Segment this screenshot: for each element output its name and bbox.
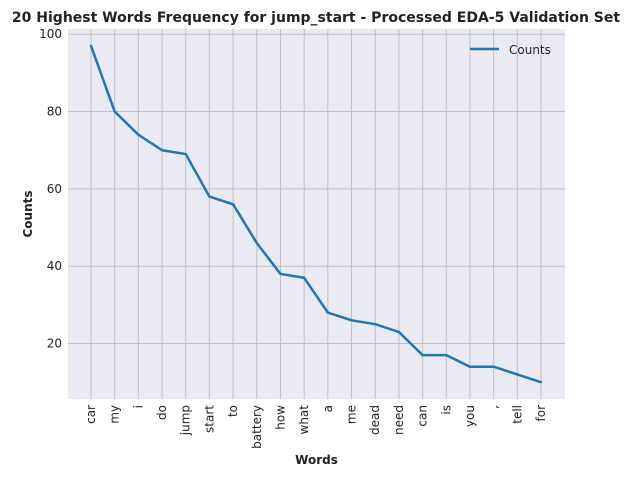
y-tick-label: 20 [47,337,62,351]
x-tick-label: what [297,405,311,435]
data-point [302,276,306,279]
y-tick-label: 100 [39,27,62,41]
data-point [539,380,543,384]
y-tick-label: 80 [47,105,62,119]
series-line-counts [89,45,542,384]
data-point [397,330,401,334]
data-point [137,133,140,136]
x-tick-label: do [155,405,169,420]
data-point [421,353,424,357]
x-tick-label: my [108,405,122,424]
series-group [89,44,543,384]
x-axis-label: Words [295,453,338,467]
chart-title: 20 Highest Words Frequency for jump_star… [12,10,620,26]
x-tick-label: how [273,405,287,430]
x-tick-label: you [463,405,477,427]
data-point [113,110,116,113]
y-axis-label: Counts [21,190,35,237]
x-tick-label: need [392,405,406,435]
data-point [445,353,448,357]
x-tick-label: can [416,405,430,427]
x-tick-label: jump [179,405,193,436]
data-point [492,365,495,368]
x-tick-label: tell [510,405,524,424]
grid-lines [68,29,565,399]
legend: Counts [470,43,551,57]
y-tick-label: 60 [47,182,62,196]
legend-label-counts: Counts [509,43,551,57]
x-tick-label: for [534,405,548,422]
data-point [279,272,282,276]
y-tick-label: 40 [47,259,62,273]
x-tick-label: me [345,405,359,424]
x-tick-label: to [226,405,240,417]
plot-area [68,29,565,399]
x-tick-label: dead [368,405,382,435]
data-point [231,203,235,206]
y-axis-ticks: 20 40 60 80 100 [39,27,62,350]
x-tick-label: a [321,405,335,412]
x-tick-label: , [487,405,501,409]
data-point [255,241,258,245]
x-axis-ticks: car my i do jump start to battery how what a me dead… [84,405,548,449]
data-point [89,44,93,48]
data-point [350,319,353,322]
x-tick-label: is [439,405,453,415]
x-tick-label: start [202,405,216,433]
data-point [326,311,330,314]
data-point [468,365,472,368]
data-point [208,195,211,198]
x-tick-label: battery [250,405,264,449]
x-tick-label: i [131,405,145,408]
data-point [516,373,519,376]
data-point [374,322,377,326]
data-point [160,149,164,152]
data-point [184,152,187,156]
x-tick-label: car [84,405,98,424]
